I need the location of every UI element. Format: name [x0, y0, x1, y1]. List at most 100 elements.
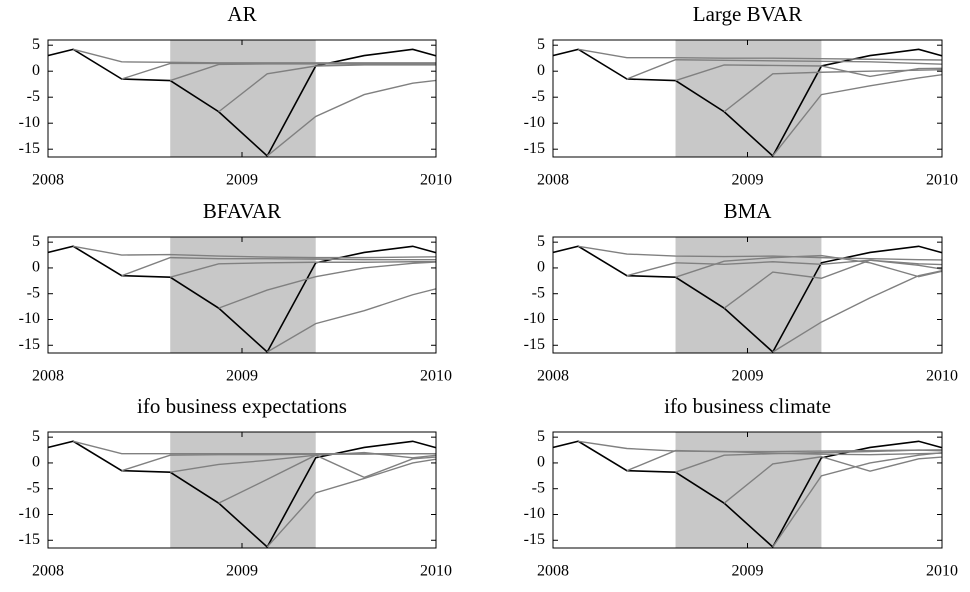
- plot-area: [553, 48, 942, 157]
- series-line: [48, 48, 436, 157]
- plot-area: [48, 245, 436, 353]
- x-tick-label: 2009: [732, 368, 764, 385]
- y-tick-label: 0: [32, 62, 40, 79]
- subplot: AR 5 0 -5 -10 -15 2008 2009 2010: [19, 2, 452, 189]
- series-line: [121, 256, 436, 277]
- y-tick-label: 5: [537, 233, 545, 250]
- series-line: [169, 63, 436, 82]
- series-line: [675, 254, 942, 278]
- series-line: [675, 449, 942, 473]
- series-line: [553, 245, 942, 353]
- y-tick-label: -10: [19, 114, 40, 131]
- series-line: [121, 452, 436, 472]
- x-tick-label: 2010: [926, 368, 958, 385]
- series-line: [266, 458, 436, 548]
- subplot: BFAVAR 5 0 -5 -10 -15 2008 2009 2010: [19, 199, 452, 385]
- y-tick-label: -5: [532, 284, 545, 301]
- x-tick-label: 2008: [537, 563, 569, 580]
- plot-area: [48, 48, 436, 157]
- series-line: [266, 288, 436, 353]
- series-line: [218, 454, 436, 504]
- y-tick-label: -15: [524, 531, 545, 548]
- x-tick-label: 2008: [32, 172, 64, 189]
- x-tick-label: 2010: [926, 172, 958, 189]
- series-line: [266, 79, 436, 157]
- y-tick-label: 0: [537, 259, 545, 276]
- shaded-period: [170, 432, 316, 548]
- series-line: [218, 261, 436, 309]
- y-tick-label: -10: [19, 505, 40, 522]
- series-line: [723, 456, 942, 504]
- y-tick-label: -5: [532, 479, 545, 496]
- y-tick-label: -5: [27, 479, 40, 496]
- series-line: [48, 440, 436, 548]
- y-tick-label: -15: [19, 531, 40, 548]
- y-tick-label: -5: [27, 284, 40, 301]
- plot-area: [48, 440, 436, 548]
- series-line: [48, 245, 436, 353]
- y-tick-label: 5: [32, 233, 40, 250]
- series-line: [626, 59, 942, 80]
- x-tick-label: 2008: [537, 368, 569, 385]
- x-tick-label: 2010: [420, 563, 452, 580]
- y-tick-label: -10: [524, 505, 545, 522]
- series-line: [772, 74, 942, 157]
- y-tick-label: 0: [537, 62, 545, 79]
- subplot-title: BMA: [724, 199, 773, 223]
- series-line: [73, 245, 436, 259]
- y-tick-label: 5: [32, 36, 40, 53]
- y-tick-label: 0: [32, 454, 40, 471]
- series-line: [772, 452, 942, 548]
- y-tick-label: 0: [537, 454, 545, 471]
- subplot-title: BFAVAR: [203, 199, 281, 223]
- subplot-title: AR: [227, 2, 256, 26]
- subplot: BMA 5 0 -5 -10 -15 2008 2009 2010: [524, 199, 958, 385]
- subplot-title: ifo business expectations: [137, 394, 347, 418]
- y-tick-label: -15: [19, 336, 40, 353]
- x-tick-label: 2009: [732, 172, 764, 189]
- shaded-period: [170, 40, 316, 157]
- y-tick-label: -5: [532, 88, 545, 105]
- x-tick-label: 2009: [226, 563, 258, 580]
- subplot-title: Large BVAR: [693, 2, 802, 26]
- subplot-title: ifo business climate: [664, 394, 831, 418]
- x-tick-label: 2009: [226, 368, 258, 385]
- series-line: [675, 64, 942, 82]
- y-tick-label: -15: [19, 140, 40, 157]
- subplot: Large BVAR 5 0 -5 -10 -15 2008 2009 2010: [524, 2, 958, 189]
- series-line: [626, 259, 942, 277]
- y-tick-label: -10: [524, 310, 545, 327]
- y-tick-label: -5: [27, 88, 40, 105]
- x-tick-label: 2009: [732, 563, 764, 580]
- x-tick-label: 2010: [420, 368, 452, 385]
- x-tick-label: 2010: [420, 172, 452, 189]
- subplot: ifo business climate 5 0 -5 -10 -15 2008 2009 20…: [524, 394, 958, 580]
- plot-area: [553, 245, 942, 353]
- x-tick-label: 2008: [537, 172, 569, 189]
- series-line: [723, 259, 942, 309]
- y-tick-label: -10: [19, 310, 40, 327]
- y-tick-label: 5: [537, 428, 545, 445]
- y-tick-label: -15: [524, 140, 545, 157]
- plot-area: [553, 440, 942, 548]
- series-line: [723, 68, 942, 113]
- series-line: [553, 440, 942, 548]
- x-tick-label: 2010: [926, 563, 958, 580]
- subplot: ifo business expectations 5 0 -5 -10 -15 2008 2…: [19, 394, 452, 580]
- series-line: [578, 245, 942, 261]
- y-tick-label: 5: [537, 36, 545, 53]
- y-tick-label: -10: [524, 114, 545, 131]
- x-tick-label: 2009: [226, 172, 258, 189]
- y-tick-label: 5: [32, 428, 40, 445]
- series-line: [218, 64, 436, 113]
- series-line: [553, 48, 942, 157]
- series-line: [170, 261, 436, 278]
- series-line: [578, 48, 942, 61]
- x-tick-label: 2008: [32, 563, 64, 580]
- y-tick-label: -15: [524, 336, 545, 353]
- y-tick-label: 0: [32, 259, 40, 276]
- shaded-period: [675, 432, 822, 548]
- x-tick-label: 2008: [32, 368, 64, 385]
